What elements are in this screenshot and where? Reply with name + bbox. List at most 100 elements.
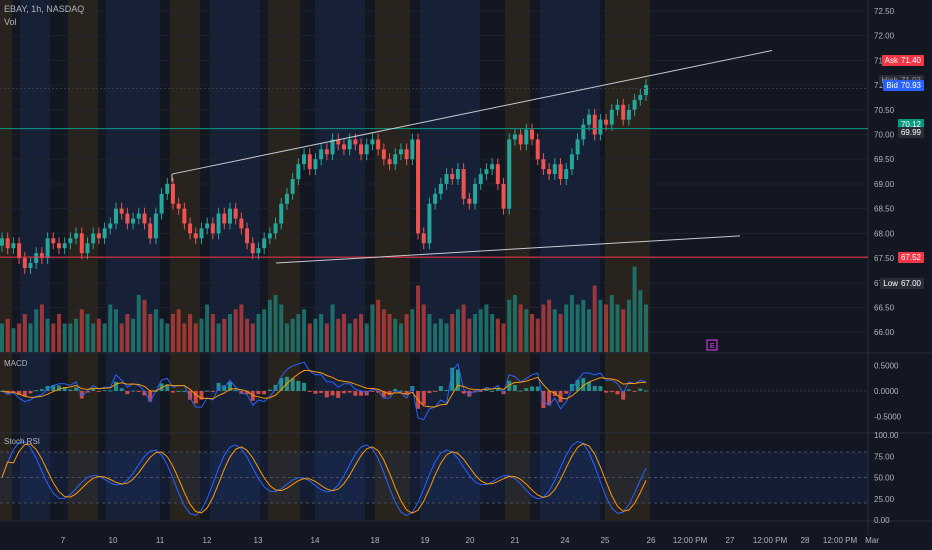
candle-body bbox=[119, 208, 124, 214]
macd-histogram-bar bbox=[74, 387, 79, 391]
macd-histogram-bar bbox=[558, 390, 563, 403]
volume-bar bbox=[79, 309, 84, 352]
volume-bar bbox=[575, 304, 580, 352]
time-axis-label: 19 bbox=[421, 536, 430, 545]
macd-histogram-bar bbox=[609, 390, 614, 393]
macd-histogram-bar bbox=[638, 388, 643, 391]
candle-body bbox=[91, 233, 96, 244]
candle-body bbox=[364, 144, 369, 155]
symbol-title[interactable]: EBAY, 1h, NASDAQ bbox=[4, 4, 85, 14]
volume-bar bbox=[404, 314, 409, 352]
volume-bar bbox=[233, 309, 238, 352]
macd-histogram-bar bbox=[113, 381, 118, 391]
session-band-0 bbox=[0, 0, 12, 520]
volume-bar bbox=[364, 323, 369, 352]
earnings-marker-label: E bbox=[710, 343, 715, 350]
volume-bar bbox=[28, 323, 33, 352]
volume-bar bbox=[507, 299, 512, 352]
candle-body bbox=[51, 238, 56, 244]
candle-body bbox=[455, 169, 460, 179]
session-band-11 bbox=[540, 0, 600, 520]
volume-bar bbox=[85, 314, 90, 352]
volume-bar bbox=[210, 314, 215, 352]
price-axis-label: 69.00 bbox=[874, 180, 895, 189]
macd-histogram-bar bbox=[245, 390, 250, 395]
upper-trendline bbox=[171, 49, 773, 175]
volume-bar bbox=[518, 304, 523, 352]
candle-body bbox=[193, 233, 198, 239]
level-green-tag: 70.12 bbox=[897, 119, 924, 130]
candle-body bbox=[284, 193, 289, 204]
volume-bar bbox=[279, 304, 284, 352]
time-axis-label: 12:00 PM bbox=[753, 536, 788, 545]
candle-body bbox=[552, 164, 557, 175]
candle-body bbox=[199, 228, 204, 239]
time-axis-label: 27 bbox=[726, 536, 735, 545]
macd-histogram-bar bbox=[598, 386, 603, 391]
macd-histogram-bar bbox=[512, 384, 517, 391]
macd-histogram-bar bbox=[45, 385, 50, 391]
candle-body bbox=[512, 134, 517, 140]
macd-label: MACD bbox=[4, 359, 28, 368]
volume-bar bbox=[0, 323, 4, 352]
candle-body bbox=[558, 164, 563, 179]
volume-bar bbox=[313, 318, 318, 352]
volume-bar bbox=[615, 304, 620, 352]
candle-body bbox=[387, 159, 392, 165]
candle-body bbox=[467, 198, 472, 204]
candle-body bbox=[170, 183, 175, 204]
stoch-axis-label: 75.00 bbox=[874, 452, 895, 461]
candle-body bbox=[592, 114, 597, 135]
candle-body bbox=[518, 134, 523, 145]
candle-body bbox=[501, 183, 506, 209]
volume-bar bbox=[433, 323, 438, 352]
macd-histogram-bar bbox=[547, 390, 552, 406]
macd-histogram-bar bbox=[199, 390, 204, 400]
candle-body bbox=[347, 139, 352, 150]
volume-bar bbox=[592, 285, 597, 352]
candle-body bbox=[564, 169, 569, 179]
volume-bar bbox=[136, 295, 141, 352]
macd-histogram-bar bbox=[296, 380, 301, 391]
volume-bar bbox=[284, 323, 289, 352]
macd-histogram-bar bbox=[604, 390, 609, 393]
macd-histogram-bar bbox=[170, 390, 175, 393]
candle-body bbox=[626, 109, 631, 120]
candle-body bbox=[165, 183, 170, 194]
candle-body bbox=[410, 139, 415, 160]
session-band-4 bbox=[170, 0, 200, 520]
macd-histogram-bar bbox=[359, 390, 364, 396]
volume-bar bbox=[45, 318, 50, 352]
volume-bar bbox=[267, 299, 272, 352]
volume-bar bbox=[547, 299, 552, 352]
candle-body bbox=[227, 208, 232, 224]
stoch-axis-label: 50.00 bbox=[874, 474, 895, 483]
volume-bar bbox=[398, 323, 403, 352]
macd-histogram-bar bbox=[575, 379, 580, 391]
candle-body bbox=[62, 243, 67, 249]
candle-body bbox=[5, 238, 10, 249]
volume-bar bbox=[581, 299, 586, 352]
macd-histogram-bar bbox=[393, 388, 398, 391]
volume-bar bbox=[347, 323, 352, 352]
volume-bar bbox=[319, 314, 324, 352]
volume-bar bbox=[387, 314, 392, 352]
session-band-9 bbox=[420, 0, 480, 520]
macd-histogram-bar bbox=[17, 390, 22, 396]
macd-histogram-bar bbox=[108, 390, 113, 392]
price-axis-label: 68.50 bbox=[874, 205, 895, 214]
volume-bar bbox=[644, 304, 648, 352]
candle-body bbox=[28, 263, 33, 268]
volume-bar bbox=[353, 318, 358, 352]
time-axis-label: 21 bbox=[511, 536, 520, 545]
macd-histogram-bar bbox=[336, 390, 341, 398]
candle-body bbox=[490, 164, 495, 170]
macd-histogram-bar bbox=[176, 390, 181, 392]
volume-bar bbox=[512, 295, 517, 352]
macd-histogram-bar bbox=[581, 378, 586, 391]
candle-body bbox=[632, 99, 637, 110]
volume-bar bbox=[39, 304, 44, 352]
macd-histogram-bar bbox=[210, 390, 215, 393]
volume-bar bbox=[34, 309, 39, 352]
